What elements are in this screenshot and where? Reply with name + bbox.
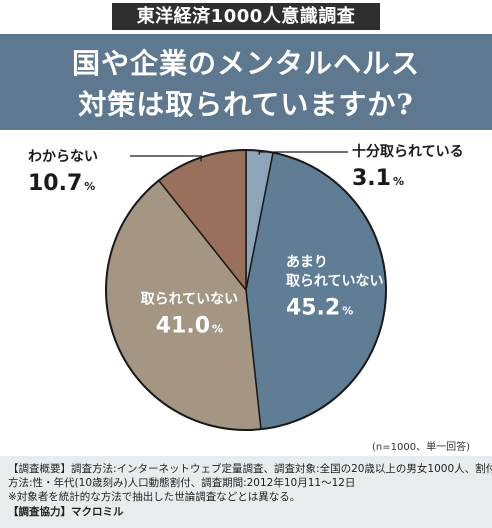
chart-area: あまり取られていない 45.2% 取られていない 41.0% 十分取られている 3.1% わ… xyxy=(0,130,492,458)
slice-category-label: あまり xyxy=(286,255,328,271)
slice-value-label: 10.7% xyxy=(28,171,95,196)
slice-category-label: わからない xyxy=(28,149,98,165)
footer-line-3: ※対象者を統計的な方法で抽出した世論調査などとは異なる。 xyxy=(8,491,301,503)
slice-value-label: 3.1% xyxy=(352,166,404,191)
slice-value-label: 41.0% xyxy=(156,313,223,338)
survey-series-tag: 東洋経済1000人意識調査 xyxy=(112,3,380,30)
footer-line-1: 【調査概要】調査方法:インターネットウェブ定量調査、調査対象:全国の20歳以上の… xyxy=(8,463,492,475)
survey-footer: 【調査概要】調査方法:インターネットウェブ定量調査、調査対象:全国の20歳以上の… xyxy=(0,456,492,528)
pie-outline xyxy=(105,149,387,431)
pie-slice-1 xyxy=(245,151,387,431)
chart-title-line-1: 国や企業のメンタルヘルス xyxy=(71,47,420,80)
footer-cooperation-label: 【調査協力】 xyxy=(8,506,71,518)
footer-line-2: 方法:性・年代(10歳刻み)人口動態割付、調査期間:2012年10月11〜12日 xyxy=(8,477,356,489)
slice-category-label: 取られていない xyxy=(286,274,384,290)
chart-title-line-2: 対策は取られていますか? xyxy=(78,88,414,121)
footer-line-4: 【調査協力】マクロミル xyxy=(8,505,124,519)
chart-header: 国や企業のメンタルヘルス 対策は取られていますか? xyxy=(0,34,492,130)
sample-note: (n=1000、単一回答) xyxy=(372,442,470,453)
footer-cooperation-value: マクロミル xyxy=(71,506,124,518)
slice-category-label: 取られていない xyxy=(141,291,239,307)
slice-label-3: わからない 10.7% xyxy=(28,149,98,196)
top-bar: 東洋経済1000人意識調査 xyxy=(0,0,492,34)
slice-category-label: 十分取られている xyxy=(352,143,464,160)
leader-line-0 xyxy=(258,151,348,155)
slice-value-label: 45.2% xyxy=(286,296,353,321)
leader-line-3 xyxy=(130,155,202,162)
slice-label-2: 取られていない 41.0% xyxy=(141,291,239,338)
slice-label-0: 十分取られている 3.1% xyxy=(352,143,464,191)
